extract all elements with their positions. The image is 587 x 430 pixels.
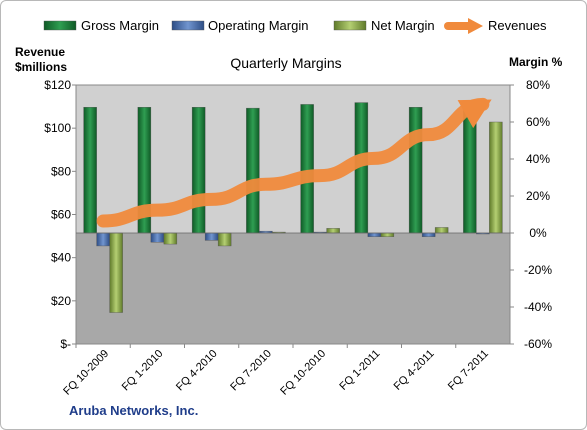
operating-margin-bar — [421, 232, 436, 237]
left-tick-label: $- — [60, 337, 71, 351]
net-margin-bar — [434, 227, 449, 234]
left-tick-label: $40 — [51, 251, 71, 265]
x-tick-label: FQ 4-2010 — [174, 348, 220, 394]
plot-area-lower — [76, 233, 510, 344]
legend-label-revenues: Revenues — [488, 18, 547, 33]
legend-gross-margin-swatch — [43, 20, 77, 31]
legend-revenues-arrowhead — [468, 18, 483, 34]
x-tick-label: FQ 10-2010 — [278, 348, 328, 398]
operating-margin-bar — [367, 232, 382, 237]
left-axis-label-line-1: Revenue — [15, 45, 66, 59]
revenue-layer — [96, 97, 492, 228]
x-tick-label: FQ 7-2011 — [446, 348, 491, 393]
operating-margin-bar — [96, 232, 110, 247]
right-tick-label: 60% — [526, 115, 550, 129]
revenue-arrowhead — [457, 99, 492, 129]
net-margin-bar — [380, 232, 395, 237]
left-axis-label: Revenue $millions — [15, 45, 67, 75]
right-tick-label: 80% — [526, 78, 550, 92]
revenue-line — [96, 97, 490, 228]
net-margin-bar — [489, 121, 503, 234]
left-axis-label-line-2: $millions — [15, 60, 68, 74]
legend-label-net-margin: Net Margin — [371, 18, 435, 33]
net-margin-bar — [217, 232, 232, 247]
right-tick-label: -60% — [524, 337, 552, 351]
x-tick-label: FQ 4-2011 — [392, 348, 437, 393]
right-tick-label: 0% — [529, 226, 547, 240]
left-tick-label: $100 — [44, 121, 71, 135]
gross-margin-bar — [83, 106, 97, 234]
gross-margin-bar — [246, 107, 260, 234]
legend-label-gross-margin: Gross Margin — [81, 18, 160, 33]
operating-margin-bar — [204, 232, 219, 241]
gross-margin-bar — [191, 106, 206, 234]
x-tick-label: FQ 1-2010 — [120, 348, 166, 394]
chart-title: Quarterly Margins — [230, 55, 341, 71]
net-margin-bar — [326, 228, 340, 234]
x-tick-label: FQ 1-2011 — [337, 348, 382, 393]
legend-operating-margin-swatch — [171, 20, 205, 31]
x-tick-label: FQ 10-2009 — [61, 348, 111, 398]
right-tick-label: -20% — [524, 263, 552, 277]
legend-net-margin-swatch — [333, 20, 367, 31]
legend-icons — [43, 18, 483, 34]
right-tick-label: 20% — [526, 189, 550, 203]
legend-label-operating-margin: Operating Margin — [208, 18, 309, 33]
net-margin-bar — [163, 232, 178, 245]
gross-margin-bar — [408, 106, 423, 234]
left-tick-label: $20 — [51, 294, 71, 308]
gross-margin-bar — [300, 104, 314, 234]
right-tick-label: -40% — [524, 300, 552, 314]
left-tick-label: $120 — [44, 78, 71, 92]
right-axis-label: Margin % — [509, 55, 563, 69]
net-margin-bar — [109, 232, 123, 313]
x-tick-label: FQ 7-2010 — [228, 348, 274, 394]
right-tick-label: 40% — [526, 152, 550, 166]
company-name: Aruba Networks, Inc. — [69, 403, 199, 418]
left-tick-label: $60 — [51, 208, 71, 222]
left-tick-label: $80 — [51, 164, 71, 178]
operating-margin-bar — [150, 232, 165, 243]
